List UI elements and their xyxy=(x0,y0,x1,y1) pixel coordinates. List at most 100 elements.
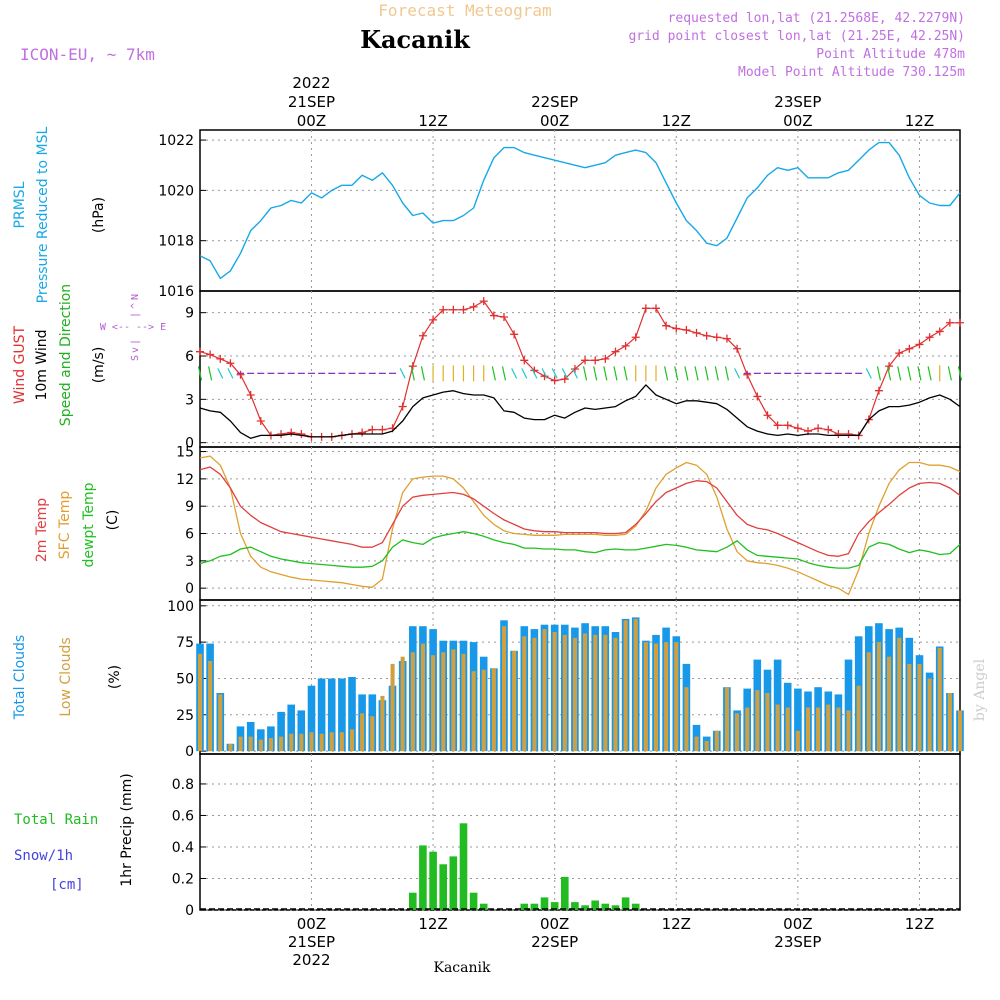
gust-point xyxy=(874,386,883,395)
rain-bar xyxy=(540,897,549,910)
temp-label-2m: 2m Temp xyxy=(34,498,50,562)
top-axis-label: 22SEP xyxy=(531,93,578,111)
wind-direction-arrow xyxy=(927,366,932,381)
gust-point xyxy=(834,430,843,438)
total-cloud-bar xyxy=(348,677,356,752)
gust-point xyxy=(773,421,782,430)
wind-direction-arrow xyxy=(582,366,588,381)
wind-direction-arrow xyxy=(571,368,578,379)
header-subtitle: Forecast Meteogram xyxy=(378,1,551,20)
gust-point xyxy=(439,305,448,314)
low-cloud-bar xyxy=(816,707,821,752)
low-cloud-bar xyxy=(765,693,770,752)
bottom-axis-label: 12Z xyxy=(662,915,691,933)
bottom-axis-label: 21SEP xyxy=(288,933,335,951)
wind-direction-arrow xyxy=(917,366,922,381)
low-cloud-bar xyxy=(532,637,537,752)
total-cloud-bar xyxy=(317,678,326,752)
wind-direction-arrow xyxy=(957,366,963,381)
precip-label-snow: Snow/1h xyxy=(14,848,73,864)
rain-bar xyxy=(621,897,630,910)
low-cloud-bar xyxy=(643,642,648,752)
rain-bar xyxy=(409,892,417,910)
low-cloud-bar xyxy=(461,653,466,752)
wind-panel: 0 3 6 9 xyxy=(185,290,964,452)
gust-point xyxy=(885,362,894,371)
rain-bar xyxy=(459,823,468,910)
rain-bar xyxy=(530,903,539,910)
pressure-line xyxy=(199,141,961,280)
gust-point xyxy=(398,402,407,411)
low-cloud-bar xyxy=(846,710,851,752)
low-cloud-bar xyxy=(572,637,577,752)
rain-bar xyxy=(419,845,427,910)
wind-direction-arrow xyxy=(684,366,689,381)
rain-bar xyxy=(429,851,437,910)
precip-ytick-label: 0.2 xyxy=(172,871,194,887)
low-cloud-bar xyxy=(907,663,912,752)
gust-point xyxy=(682,326,691,334)
total-cloud-bar xyxy=(277,711,285,752)
pressure-ytick-label: 1016 xyxy=(158,284,194,300)
low-cloud-bar xyxy=(491,668,496,752)
gust-point xyxy=(206,350,215,359)
total-cloud-bar xyxy=(327,678,336,752)
low-cloud-bar xyxy=(806,707,811,752)
gust-point xyxy=(712,333,721,342)
low-cloud-bar xyxy=(866,652,871,752)
dewpt-line xyxy=(199,531,961,569)
bottom-axis-label: 12Z xyxy=(418,915,447,933)
gust-point xyxy=(956,318,964,327)
gust-point xyxy=(368,425,377,434)
precip-ytick-label: 0.8 xyxy=(172,777,194,793)
cloud-ytick-label: 0 xyxy=(185,744,194,760)
gust-point xyxy=(246,391,255,399)
low-cloud-bar xyxy=(785,707,790,752)
gust-point xyxy=(793,424,802,433)
bottom-axis-label: 2022 xyxy=(292,951,330,969)
gust-point xyxy=(489,311,498,320)
low-cloud-bar xyxy=(775,704,780,752)
model-altitude: Model Point Altitude 730.125m xyxy=(738,65,965,80)
wind-direction-arrow xyxy=(491,366,496,381)
rain-bar xyxy=(611,905,620,910)
low-cloud-bar xyxy=(481,669,486,752)
low-cloud-bar xyxy=(694,736,699,752)
cloud-ytick-label: 25 xyxy=(176,708,194,724)
gust-point xyxy=(915,340,924,349)
low-cloud-bar xyxy=(471,671,476,752)
cloud-label-unit: (%) xyxy=(107,665,123,689)
model-label: ICON-EU, ~ 7km xyxy=(20,45,155,64)
precip-ytick-label: 0 xyxy=(185,903,194,919)
cloud-ytick-label: 50 xyxy=(176,671,194,687)
wind-direction-arrow xyxy=(561,368,568,379)
gust-point xyxy=(601,354,610,363)
low-cloud-bar xyxy=(289,733,294,752)
low-cloud-bar xyxy=(431,655,436,752)
pressure-label-unit: (hPa) xyxy=(91,197,107,233)
wind-direction-arrow xyxy=(197,366,203,381)
pressure-ytick-label: 1022 xyxy=(158,133,194,149)
wind-direction-arrow xyxy=(897,366,902,381)
low-cloud-bar xyxy=(502,626,507,752)
low-cloud-bar xyxy=(370,716,375,752)
wind-direction-arrow xyxy=(886,366,892,381)
wind-ytick-label: 6 xyxy=(185,349,194,365)
gust-point xyxy=(500,313,508,321)
rain-bar xyxy=(439,864,447,910)
rain-bar xyxy=(571,902,579,910)
low-cloud-bar xyxy=(623,620,628,752)
gust-point xyxy=(824,425,833,434)
wind-direction-arrow xyxy=(531,368,538,379)
low-cloud-bar xyxy=(876,642,881,752)
gust-point xyxy=(814,424,823,433)
gust-point xyxy=(733,344,742,353)
wind-direction-arrow xyxy=(724,366,730,381)
wind-direction-arrow xyxy=(593,366,598,381)
low-cloud-bar xyxy=(562,634,567,752)
gust-point xyxy=(763,411,772,420)
wind-label-unit: (m/s) xyxy=(91,347,107,384)
low-cloud-bar xyxy=(795,730,800,752)
